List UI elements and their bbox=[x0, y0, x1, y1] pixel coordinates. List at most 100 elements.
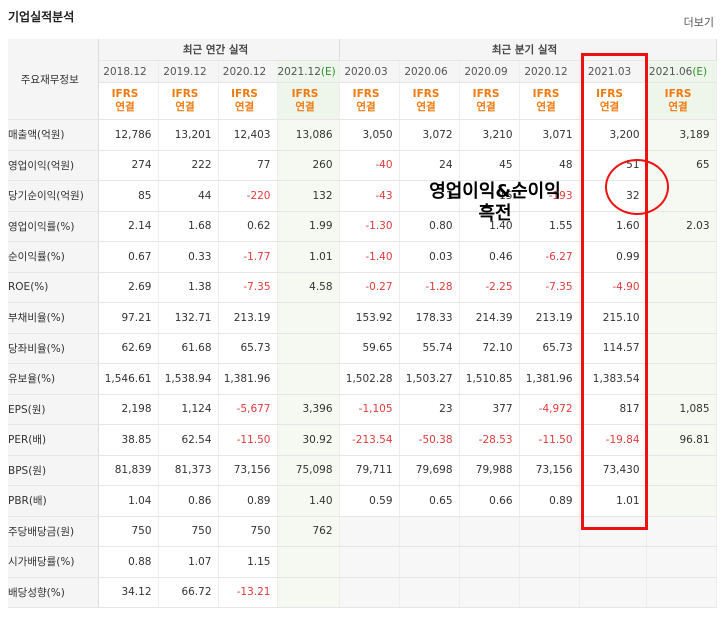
table-cell: 30.92 bbox=[277, 424, 340, 456]
table-cell: 75,098 bbox=[277, 455, 340, 486]
financial-table: 주요재무정보 최근 연간 실적 최근 분기 실적 2018.12 2019.12 2… bbox=[8, 39, 717, 608]
table-cell: 0.66 bbox=[459, 485, 520, 517]
table-cell: 61.68 bbox=[158, 333, 219, 364]
row-label: BPS(원) bbox=[8, 455, 99, 486]
table-cell bbox=[579, 515, 647, 547]
table-cell: 260 bbox=[277, 150, 340, 181]
table-cell bbox=[519, 515, 580, 547]
row-label: 배당성향(%) bbox=[8, 577, 99, 608]
table-cell: 62.69 bbox=[98, 333, 159, 364]
table-cell: -28.53 bbox=[459, 424, 520, 456]
table-row: 부채비율(%) 97.21 132.71 213.19 153.92 178.33 214.… bbox=[8, 302, 717, 334]
table-cell: 65.73 bbox=[519, 333, 580, 364]
table-cell: -40 bbox=[339, 150, 400, 181]
table-row: ROE(%) 2.69 1.38 -7.35 4.58 -0.27 -1.28 -2.25 -7… bbox=[8, 272, 717, 303]
table-row: 주당배당금(원) 750 750 750 762 bbox=[8, 515, 717, 547]
table-cell: 132 bbox=[277, 180, 340, 212]
period-header: 2019.12 bbox=[158, 60, 219, 83]
period-header: 2020.12 bbox=[218, 60, 278, 83]
group-annual: 최근 연간 실적 bbox=[98, 39, 340, 61]
table-cell: 2,198 bbox=[98, 393, 159, 425]
table-cell: 85 bbox=[98, 180, 159, 212]
table-cell: 1.55 bbox=[519, 210, 580, 242]
ifrs-label: IFRS 연결 bbox=[158, 82, 219, 120]
table-row: 영업이익(억원) 274 222 77 260 -40 24 45 48 51 65 bbox=[8, 150, 717, 181]
table-cell: 79,698 bbox=[399, 455, 460, 486]
table-cell: 222 bbox=[158, 150, 219, 181]
ifrs-label: IFRS 연결 bbox=[399, 82, 460, 120]
highlight-circle bbox=[605, 159, 669, 215]
table-cell: -0.27 bbox=[339, 272, 400, 303]
table-cell: 1.60 bbox=[579, 210, 647, 242]
table-cell: 79,711 bbox=[339, 455, 400, 486]
table-cell: 0.03 bbox=[399, 241, 460, 273]
table-cell: -1,105 bbox=[339, 393, 400, 425]
table-cell bbox=[579, 546, 647, 578]
table-cell: 0.80 bbox=[399, 210, 460, 242]
table-cell: -213.54 bbox=[339, 424, 400, 456]
table-cell: 1,510.85 bbox=[459, 363, 520, 395]
table-cell: -1.28 bbox=[399, 272, 460, 303]
period-header: 2021.12(E) bbox=[277, 60, 340, 83]
row-label: 주당배당금(원) bbox=[8, 515, 99, 547]
ifrs-label: IFRS 연결 bbox=[339, 82, 400, 120]
table-cell: 750 bbox=[218, 515, 278, 547]
table-cell: 0.65 bbox=[399, 485, 460, 517]
table-cell: 3,210 bbox=[459, 119, 520, 151]
more-link[interactable]: 더보기 bbox=[683, 16, 714, 29]
annotation-text: 영업이익&순이익 흑전 bbox=[429, 181, 561, 224]
table-cell: -43 bbox=[339, 180, 400, 212]
table-cell: 1,381.96 bbox=[218, 363, 278, 395]
table-cell: 2.69 bbox=[98, 272, 159, 303]
table-cell: 132.71 bbox=[158, 302, 219, 334]
ifrs-label: IFRS 연결 bbox=[98, 82, 159, 120]
table-cell: 1.01 bbox=[277, 241, 340, 273]
table-cell: 1.01 bbox=[579, 485, 647, 517]
table-cell: -193 bbox=[519, 180, 580, 212]
table-cell: -1.30 bbox=[339, 210, 400, 242]
table-row: 당좌비율(%) 62.69 61.68 65.73 59.65 55.74 72.10 65.… bbox=[8, 333, 717, 364]
table-cell: 3,200 bbox=[579, 119, 647, 151]
table-cell: 1,502.28 bbox=[339, 363, 400, 395]
table-cell: 1.04 bbox=[98, 485, 159, 517]
table-cell: 13,086 bbox=[277, 119, 340, 151]
row-label: 영업이익(억원) bbox=[8, 150, 99, 181]
table-cell: 45 bbox=[459, 150, 520, 181]
table-cell: 12,786 bbox=[98, 119, 159, 151]
table-cell: 1,383.54 bbox=[579, 363, 647, 395]
table-cell: 1.99 bbox=[277, 210, 340, 242]
table-cell: -7.35 bbox=[519, 272, 580, 303]
row-label: 부채비율(%) bbox=[8, 302, 99, 334]
table-cell: 0.89 bbox=[218, 485, 278, 517]
section-title: 기업실적분석 bbox=[8, 10, 75, 24]
table-cell bbox=[277, 333, 340, 364]
table-cell: 0.89 bbox=[519, 485, 580, 517]
table-cell: -2.25 bbox=[459, 272, 520, 303]
table-cell: 12,403 bbox=[218, 119, 278, 151]
table-cell: 274 bbox=[98, 150, 159, 181]
table-cell: 750 bbox=[98, 515, 159, 547]
table-cell bbox=[519, 577, 580, 608]
table-cell: 77 bbox=[218, 150, 278, 181]
ifrs-label: IFRS 연결 bbox=[218, 82, 278, 120]
table-row: 유보율(%) 1,546.61 1,538.94 1,381.96 1,502.28 1,… bbox=[8, 363, 717, 395]
table-cell: 72.10 bbox=[459, 333, 520, 364]
table-row: 시가배당률(%) 0.88 1.07 1.15 bbox=[8, 546, 717, 578]
period-header: 2020.06 bbox=[399, 60, 460, 83]
table-cell: 1.40 bbox=[277, 485, 340, 517]
table-cell: 13,201 bbox=[158, 119, 219, 151]
table-cell bbox=[277, 302, 340, 334]
period-header: 2018.12 bbox=[98, 60, 159, 83]
table-cell: 0.59 bbox=[339, 485, 400, 517]
table-cell: 3,072 bbox=[399, 119, 460, 151]
table-cell: 0.67 bbox=[98, 241, 159, 273]
table-cell: 73,156 bbox=[218, 455, 278, 486]
table-row: EPS(원) 2,198 1,124 -5,677 3,396 -1,105 23 377 -4… bbox=[8, 393, 717, 425]
period-header: 2021.06(E) bbox=[646, 60, 717, 83]
table-cell: 153.92 bbox=[339, 302, 400, 334]
row-label: 영업이익률(%) bbox=[8, 210, 99, 242]
table-cell bbox=[339, 546, 400, 578]
period-header: 2020.12 bbox=[519, 60, 580, 83]
row-label: 당좌비율(%) bbox=[8, 333, 99, 364]
table-cell bbox=[646, 455, 717, 486]
